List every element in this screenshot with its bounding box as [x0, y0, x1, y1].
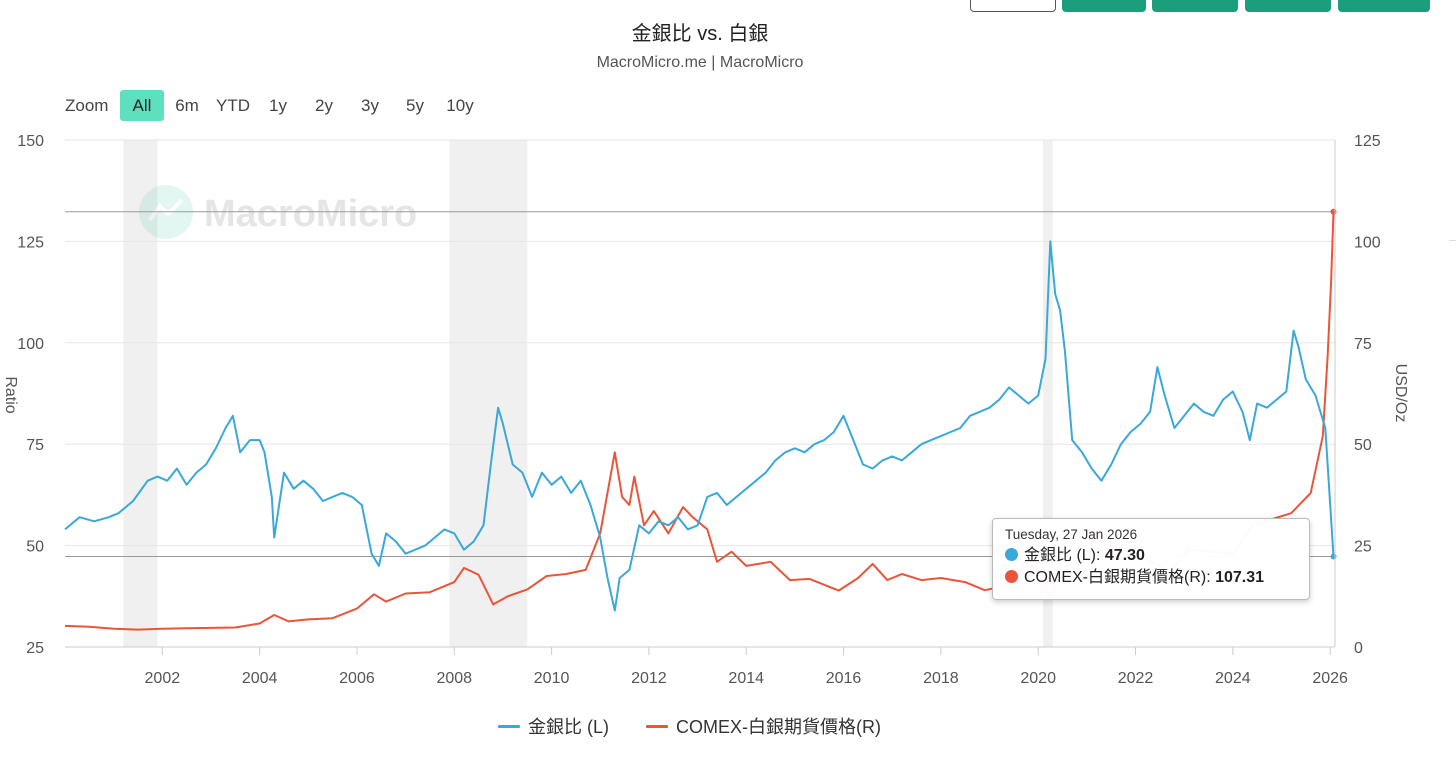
recession-band-0 — [123, 140, 158, 647]
zoom-1y-button[interactable]: 1y — [269, 96, 287, 115]
y-left-tick-label: 25 — [26, 640, 44, 657]
top-action-button-2[interactable] — [1062, 0, 1146, 12]
legend-label-silver: COMEX-白銀期貨價格(R) — [676, 717, 881, 737]
y-left-axis-title: Ratio — [2, 376, 19, 413]
legend-label-ratio: 金銀比 (L) — [528, 717, 609, 737]
x-tick-label: 2006 — [339, 670, 375, 687]
legend-swatch-ratio — [498, 725, 520, 728]
y-left-tick-label: 75 — [26, 437, 44, 454]
zoom-all-button[interactable]: All — [120, 90, 164, 121]
y-right-axis-title: USD/Oz — [1392, 364, 1409, 423]
top-action-button-1[interactable] — [970, 0, 1056, 12]
tooltip-ratio-value: 47.30 — [1104, 547, 1145, 564]
x-tick-label: 2022 — [1118, 670, 1154, 687]
zoom-6m-button[interactable]: 6m — [175, 96, 199, 115]
x-tick-label: 2018 — [923, 670, 959, 687]
y-left-tick-label: 150 — [17, 133, 44, 150]
chart-title: 金銀比 vs. 白銀 — [631, 23, 769, 45]
x-tick-label: 2016 — [826, 670, 862, 687]
tooltip-ratio-dot — [1005, 548, 1018, 561]
x-tick-label: 2010 — [534, 670, 570, 687]
tooltip-ratio-label: 金銀比 (L): — [1024, 547, 1105, 564]
x-tick-label: 2008 — [436, 670, 472, 687]
recession-band-2 — [1043, 140, 1053, 647]
tooltip-silver-label: COMEX-白銀期貨價格(R): — [1024, 569, 1216, 586]
axes: 25 50 75 100 125 150 0 25 50 75 100 125 2002 2004 2006… — [2, 133, 1409, 687]
x-tick-label: 2026 — [1312, 670, 1348, 687]
series-end-point-1 — [1330, 208, 1337, 215]
series-end-point-0 — [1330, 553, 1337, 560]
tooltip-row-ratio: 金銀比 (L): 47.30 — [1005, 545, 1297, 567]
x-tick-label: 2020 — [1020, 670, 1056, 687]
crosshair — [65, 211, 1335, 558]
tooltip-row-silver: COMEX-白銀期貨價格(R): 107.31 — [1005, 567, 1297, 589]
y-left-tick-label: 100 — [17, 336, 44, 353]
top-action-button-4[interactable] — [1245, 0, 1331, 12]
tooltip-date: Tuesday, 27 Jan 2026 — [1005, 527, 1138, 542]
top-action-button-5[interactable] — [1338, 0, 1430, 12]
zoom-label: Zoom — [65, 96, 109, 115]
x-tick-label: 2002 — [145, 670, 181, 687]
zoom-ytd-button[interactable]: YTD — [216, 96, 250, 115]
legend: 金銀比 (L) COMEX-白銀期貨價格(R) — [0, 714, 1400, 740]
y-right-tick-label: 125 — [1354, 133, 1381, 150]
legend-item-ratio[interactable]: 金銀比 (L) — [498, 714, 609, 740]
y-right-tick-label: 100 — [1354, 234, 1381, 251]
zoom-3y-button[interactable]: 3y — [361, 96, 379, 115]
chart-subtitle: MacroMicro.me | MacroMicro — [596, 54, 804, 71]
x-tick-label: 2014 — [728, 670, 764, 687]
chart-canvas[interactable]: MacroMicro 25507510012515002550751001252… — [0, 0, 1456, 700]
zoom-2y-button[interactable]: 2y — [315, 96, 333, 115]
tooltip: Tuesday, 27 Jan 2026 金銀比 (L): 47.30 COME… — [992, 518, 1310, 600]
zoom-10y-button[interactable]: 10y — [446, 96, 474, 115]
watermark-logo-mark — [148, 198, 184, 222]
y-right-tick-label: 50 — [1354, 437, 1372, 454]
watermark: MacroMicro — [139, 185, 417, 239]
zoom-5y-button[interactable]: 5y — [406, 96, 424, 115]
y-left-tick-label: 125 — [17, 234, 44, 251]
y-right-tick-label: 75 — [1354, 336, 1372, 353]
recession-bands — [123, 140, 1053, 647]
y-left-tick-label: 50 — [26, 539, 44, 556]
tooltip-silver-dot — [1005, 570, 1018, 583]
tooltip-silver-value: 107.31 — [1215, 569, 1265, 586]
top-action-button-3[interactable] — [1152, 0, 1238, 12]
x-tick-label: 2012 — [631, 670, 667, 687]
legend-item-silver[interactable]: COMEX-白銀期貨價格(R) — [646, 714, 881, 740]
series-line-0 — [64, 240, 1335, 612]
y-right-tick-label: 25 — [1354, 539, 1372, 556]
page-edge-divider — [1449, 240, 1456, 241]
y-right-tick-label: 0 — [1354, 640, 1363, 657]
recession-band-1 — [449, 140, 528, 647]
x-tick-label: 2004 — [242, 670, 278, 687]
legend-swatch-silver — [646, 725, 668, 728]
x-tick-label: 2024 — [1215, 670, 1251, 687]
watermark-text: MacroMicro — [204, 193, 417, 235]
